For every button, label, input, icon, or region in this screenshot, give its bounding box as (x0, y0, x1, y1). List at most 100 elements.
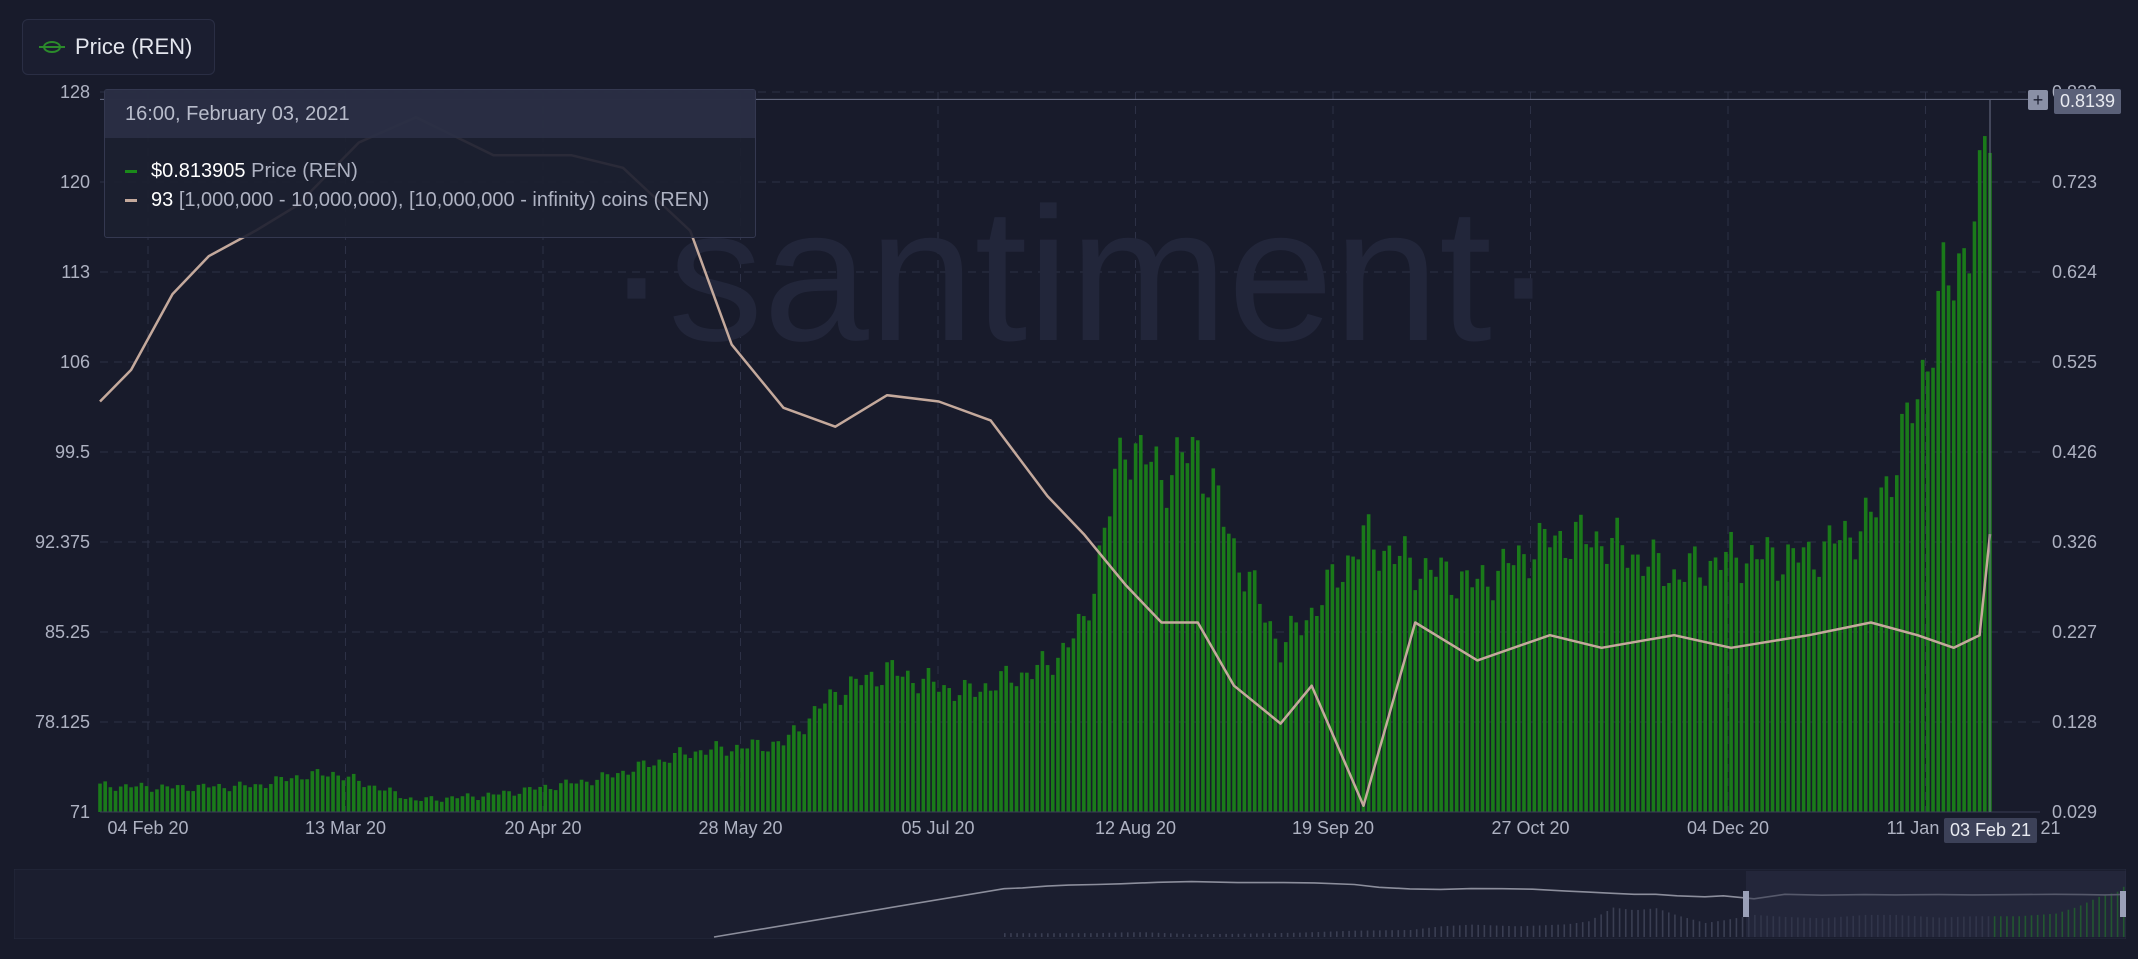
navigator-bar (1588, 921, 1590, 937)
price-bar (999, 671, 1003, 812)
price-bar (1366, 514, 1371, 812)
navigator-bar (1286, 932, 1289, 937)
price-bar (931, 681, 936, 812)
price-bar (890, 660, 895, 812)
price-bar (745, 748, 750, 812)
legend-toggle-price[interactable]: Price (REN) (22, 19, 216, 75)
right-axis-tick: 0.426 (2052, 442, 2097, 462)
price-bar (1263, 622, 1267, 812)
price-bar (1744, 563, 1749, 812)
price-bar (1325, 569, 1330, 812)
navigator-bar (1465, 924, 1467, 937)
navigator-bar (1268, 933, 1270, 937)
price-bar (1273, 638, 1278, 812)
price-bar (1760, 559, 1764, 812)
navigator-bar (1452, 925, 1455, 937)
price-bar (1050, 674, 1055, 812)
navigator-bar (1206, 934, 1209, 937)
price-bar (1159, 480, 1164, 812)
price-bar (1553, 535, 1557, 812)
add-signal-plus-icon[interactable]: + (2028, 90, 2048, 110)
navigator-bar (1059, 933, 1061, 937)
price-bar (129, 787, 133, 812)
navigator-bar (1034, 933, 1037, 937)
navigator-bar (1594, 917, 1596, 937)
price-bar (1926, 371, 1930, 812)
price-bar (1765, 537, 1770, 812)
navigator-bar (1600, 914, 1602, 937)
navigator-bar (1145, 932, 1148, 937)
price-bar (760, 751, 765, 812)
left-axis-tick: 113 (61, 262, 90, 282)
navigator-bar (1422, 928, 1424, 937)
navigator-selection[interactable] (1746, 871, 2126, 937)
price-bar (1641, 575, 1645, 812)
price-bar (900, 676, 905, 812)
price-bar (429, 796, 434, 812)
price-bar (382, 790, 387, 812)
price-bar (942, 685, 946, 812)
price-bar (1408, 557, 1412, 812)
price-bar (1097, 545, 1102, 812)
price-bar (377, 790, 382, 812)
navigator-bar (1440, 926, 1443, 937)
price-bar (776, 741, 781, 812)
price-bar (414, 800, 418, 812)
price-bar (1092, 593, 1096, 812)
price-bar (1894, 475, 1899, 812)
price-bar (569, 783, 574, 812)
price-bar (253, 784, 258, 812)
navigator-bar (1723, 920, 1725, 937)
price-bar (874, 686, 879, 812)
price-bar (1568, 558, 1573, 812)
price-bar (823, 703, 827, 812)
price-bar (1211, 468, 1216, 812)
price-bar (170, 788, 175, 812)
price-bar (1946, 285, 1951, 813)
price-bar (1703, 585, 1708, 812)
navigator-left-handle[interactable] (1743, 891, 1749, 917)
price-bar (709, 749, 713, 812)
price-bar (1413, 590, 1418, 812)
price-bar (968, 683, 972, 812)
price-bar (1485, 586, 1490, 812)
price-bar (1863, 497, 1868, 812)
price-bar (1527, 578, 1531, 812)
price-bar (1232, 538, 1236, 812)
price-bar (817, 708, 822, 812)
tooltip-row-holders: 93 [1,000,000 - 10,000,000), [10,000,000… (125, 189, 709, 212)
price-bar (1423, 558, 1428, 812)
navigator-bar (1120, 932, 1123, 937)
crosshair-y-label: 0.8139 (2054, 89, 2122, 114)
navigator-bar (1575, 922, 1578, 937)
price-bar (1739, 583, 1744, 812)
navigator-bar (1225, 933, 1227, 937)
price-bar (398, 798, 403, 812)
navigator-right-handle[interactable] (2120, 891, 2126, 917)
navigator-bar (1667, 912, 1670, 937)
price-bar (1734, 557, 1739, 812)
watermark: ·santiment· (605, 169, 1555, 381)
price-bar (750, 739, 755, 812)
price-bar (1558, 530, 1563, 812)
navigator-bar (1409, 929, 1412, 937)
price-bar (144, 786, 149, 812)
navigator-bar (1471, 924, 1473, 937)
price-bar (1056, 657, 1060, 812)
price-bar (1615, 517, 1619, 812)
price-bar (616, 773, 620, 812)
price-bar (1247, 571, 1252, 812)
range-navigator[interactable] (14, 869, 2126, 939)
price-bar (1693, 546, 1697, 812)
price-bar (336, 775, 340, 812)
navigator-bar (1428, 927, 1430, 937)
price-bar (1102, 527, 1107, 812)
navigator-bar (1083, 933, 1086, 937)
navigator-bar (1680, 916, 1682, 937)
price-bar (1915, 399, 1920, 812)
price-bar (263, 788, 268, 812)
price-bar (719, 746, 724, 812)
price-bar (300, 779, 304, 812)
price-bar (1180, 452, 1185, 812)
price-bar (1874, 517, 1878, 812)
